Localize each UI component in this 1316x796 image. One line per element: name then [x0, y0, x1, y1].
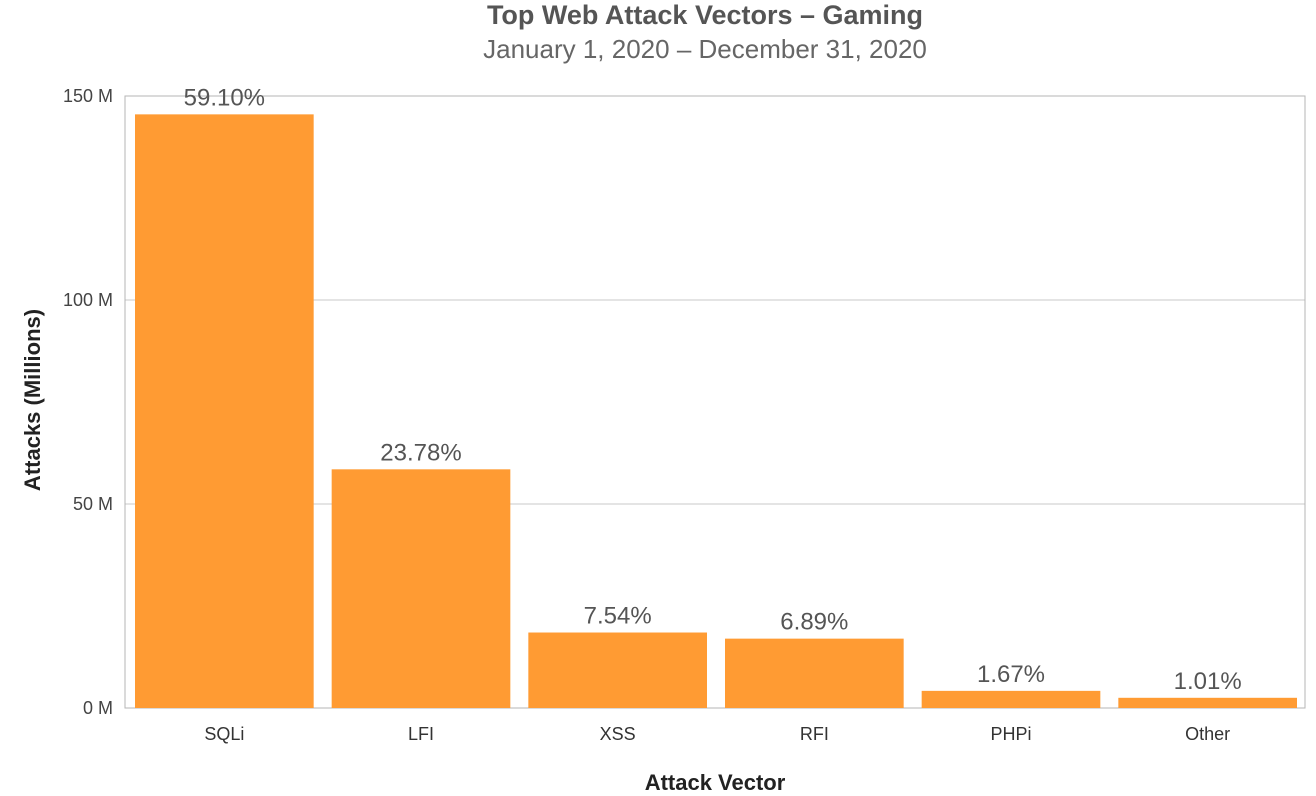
bar-lfi: [331, 469, 511, 708]
chart-title: Top Web Attack Vectors – Gaming: [486, 0, 924, 30]
data-label: 6.89%: [780, 609, 848, 636]
x-axis-label: Attack Vector: [644, 770, 786, 795]
x-tick-label: LFI: [408, 724, 434, 744]
x-tick-label: XSS: [600, 724, 636, 744]
bar-xss: [528, 632, 707, 708]
bar-sqli: [135, 114, 314, 709]
y-tick-label: 100 M: [63, 290, 113, 310]
x-tick-label: PHPi: [990, 724, 1031, 744]
x-tick-label: RFI: [800, 724, 829, 744]
x-tick-label: SQLi: [204, 724, 244, 744]
y-tick-label: 50 M: [73, 494, 113, 514]
bar-other: [1118, 697, 1297, 708]
x-tick-label: Other: [1185, 724, 1230, 744]
chart-subtitle: January 1, 2020 – December 31, 2020: [483, 34, 927, 64]
data-label: 59.10%: [184, 84, 265, 111]
data-label: 7.54%: [584, 603, 652, 630]
bar-rfi: [725, 638, 904, 708]
y-tick-label: 150 M: [63, 86, 113, 106]
y-tick-label: 0 M: [83, 698, 113, 718]
data-label: 1.01%: [1174, 668, 1242, 695]
data-label: 1.67%: [977, 661, 1045, 688]
bar-phpi: [921, 690, 1101, 708]
data-label: 23.78%: [380, 439, 461, 466]
plot-frame: [124, 95, 1306, 709]
